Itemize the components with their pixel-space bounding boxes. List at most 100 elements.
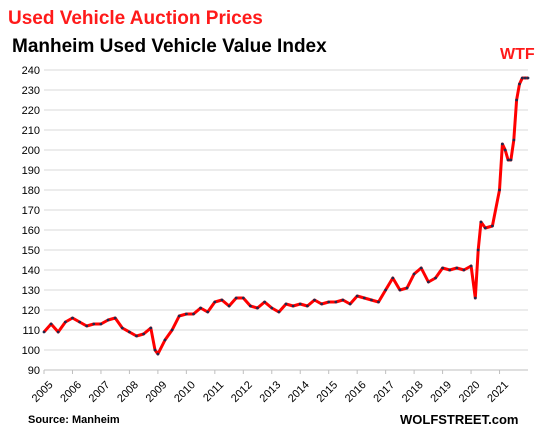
data-point (348, 302, 352, 306)
data-point (473, 296, 477, 300)
y-tick-label: 140 (22, 265, 40, 277)
data-point (241, 296, 245, 300)
data-point (64, 320, 67, 324)
data-point (327, 300, 331, 304)
data-point (298, 302, 302, 306)
data-point (213, 300, 217, 304)
data-point (341, 298, 345, 302)
gridlines (44, 69, 528, 371)
y-tick-label: 100 (22, 345, 40, 357)
data-point (249, 304, 252, 308)
y-axis-ticks: 90 100 110 120 130 140 150 160 170 180 190 200 210 22… (22, 65, 40, 377)
x-tick-label: 2017 (371, 379, 397, 405)
data-point (177, 314, 181, 318)
source-note: Source: Manheim (28, 414, 120, 426)
y-tick-label: 200 (22, 145, 40, 157)
data-point (227, 304, 231, 308)
data-point (306, 304, 309, 308)
wtf-annotation: WTF (500, 46, 535, 63)
y-tick-label: 110 (22, 325, 40, 337)
x-tick-label: 2015 (314, 379, 340, 405)
x-tick-label: 2014 (286, 379, 312, 405)
series-line (42, 76, 528, 356)
data-point (113, 316, 117, 320)
data-point (284, 302, 288, 306)
data-point (483, 226, 487, 230)
credit-logo: WOLFSTREET.com (400, 412, 519, 427)
data-point (515, 98, 518, 102)
y-tick-label: 240 (22, 65, 40, 77)
data-point (92, 322, 96, 326)
data-point (127, 330, 131, 334)
data-point (192, 312, 195, 316)
x-tick-label: 2020 (457, 379, 483, 405)
data-point (291, 304, 295, 308)
x-tick-label: 2012 (229, 379, 255, 405)
x-tick-label: 2019 (428, 379, 454, 405)
y-tick-label: 120 (22, 305, 40, 317)
data-point (71, 316, 74, 320)
data-point (199, 306, 203, 310)
y-tick-label: 230 (22, 85, 40, 97)
x-tick-label: 2010 (172, 379, 198, 405)
data-point (512, 138, 516, 142)
y-tick-label: 220 (22, 105, 40, 117)
data-point (49, 322, 53, 326)
data-point (277, 310, 281, 314)
data-point (106, 318, 110, 322)
y-tick-label: 180 (22, 185, 40, 197)
data-point (320, 302, 323, 306)
data-point (520, 76, 524, 80)
data-point (523, 76, 527, 80)
x-tick-label: 2013 (258, 379, 284, 405)
data-point (427, 280, 430, 284)
data-point (85, 324, 89, 328)
data-point (479, 220, 483, 224)
x-tick-label: 2011 (201, 379, 226, 404)
data-point (498, 188, 501, 192)
data-point (156, 352, 160, 356)
data-point (99, 322, 103, 326)
data-point (448, 268, 452, 272)
x-tick-label: 2016 (343, 379, 369, 405)
data-point (163, 338, 167, 342)
y-tick-label: 150 (22, 245, 40, 257)
data-point (263, 300, 266, 304)
data-point (476, 248, 480, 252)
data-point (434, 276, 437, 280)
data-point (518, 82, 521, 86)
data-point (441, 266, 444, 270)
x-tick-label: 2006 (58, 379, 84, 405)
data-point (149, 326, 153, 330)
data-point (526, 76, 530, 80)
x-axis-ticks: 2005 2006 2007 2008 2009 2010 2011 2012 2013 2014… (30, 370, 511, 405)
data-point (42, 330, 46, 334)
data-point (377, 300, 380, 304)
data-point (170, 328, 174, 332)
data-point (355, 294, 359, 298)
chart-subtitle: Manheim Used Vehicle Value Index (12, 36, 327, 57)
x-tick-label: 2021 (485, 379, 511, 405)
series-markers (42, 76, 530, 356)
data-point (503, 148, 507, 152)
data-point (405, 286, 409, 290)
chart-title: Used Vehicle Auction Prices (8, 8, 263, 29)
data-point (313, 298, 316, 302)
data-point (206, 310, 210, 314)
data-point (370, 298, 373, 302)
data-point (455, 266, 459, 270)
data-point (220, 298, 224, 302)
data-point (185, 312, 188, 316)
data-point (153, 348, 157, 352)
data-point (462, 268, 466, 272)
data-point (391, 276, 395, 280)
data-point (491, 224, 494, 228)
data-point (469, 264, 473, 268)
data-point (384, 288, 387, 292)
data-point (419, 266, 423, 270)
data-point (412, 272, 416, 276)
y-tick-label: 130 (22, 285, 40, 297)
data-point (142, 332, 146, 336)
data-point (398, 288, 402, 292)
